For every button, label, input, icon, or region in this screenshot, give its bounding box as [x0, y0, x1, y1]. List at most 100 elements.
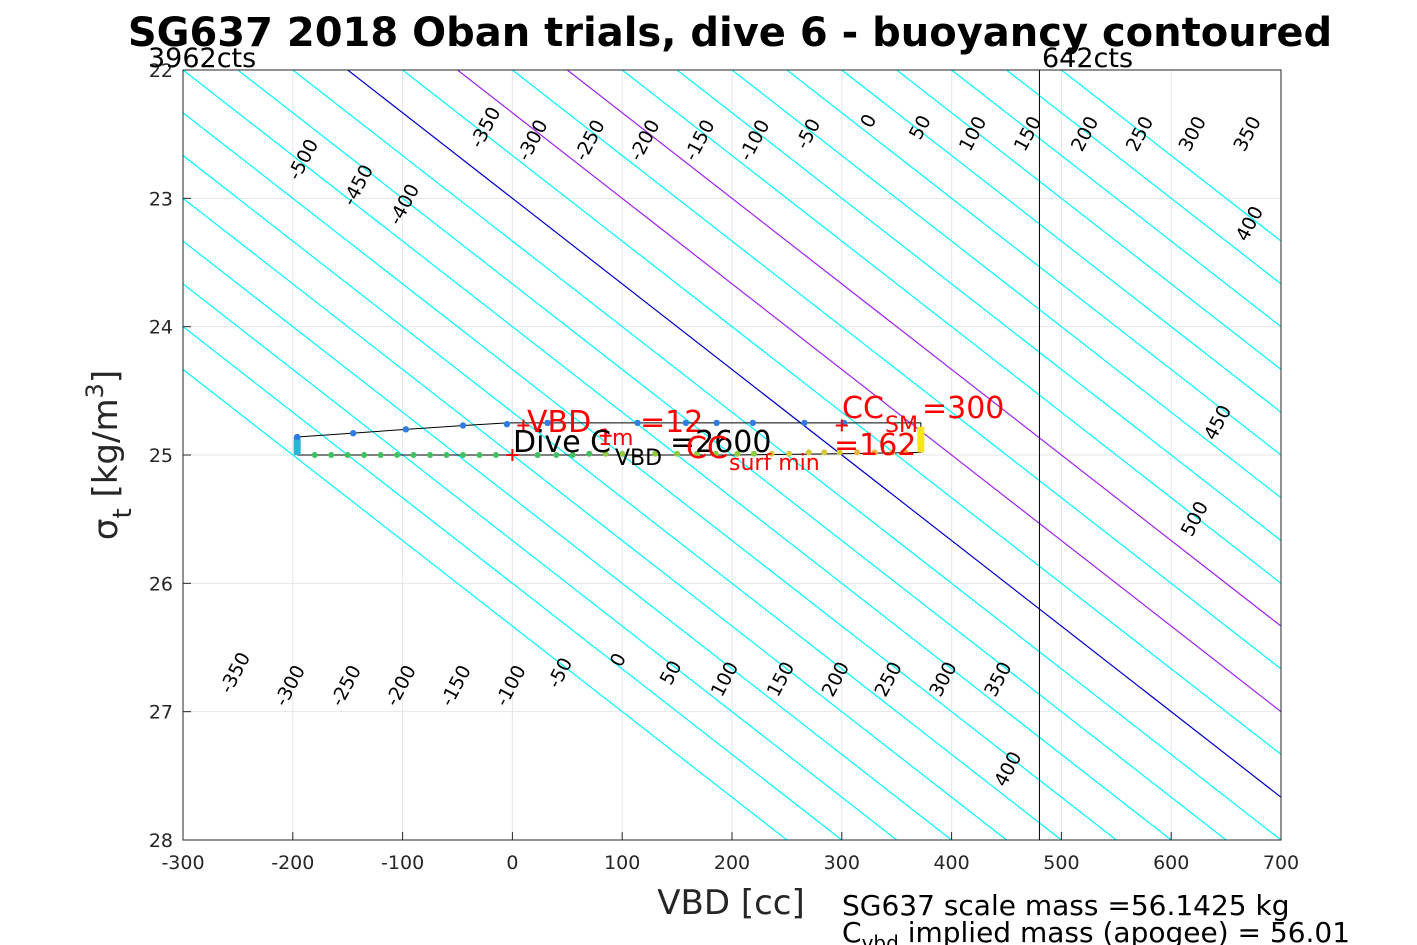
x-tick-label: 0: [506, 852, 518, 874]
ascent-point: [750, 450, 757, 457]
contour-line: [347, 70, 1281, 798]
footer-rest: implied mass (apogee) = 56.01: [899, 916, 1350, 945]
ascent-point: [602, 450, 609, 457]
y-label-sigma: σ: [86, 519, 126, 541]
red-marker: [599, 429, 612, 442]
dive-cvbd-label: Dive C: [513, 425, 611, 460]
descent-point: [402, 426, 410, 433]
descent-point: [634, 419, 641, 427]
red-marker: [517, 419, 530, 432]
ascent-point: [786, 450, 793, 457]
x-tick-label: 500: [1043, 852, 1079, 874]
contour-line: [621, 70, 1281, 585]
dive-cvbd-sub: VBD: [615, 446, 662, 471]
ascent-point: [619, 450, 626, 457]
ascent-point: [652, 450, 659, 457]
ascent-point: [734, 450, 741, 457]
x-tick-label: -100: [381, 852, 424, 874]
ascent-point: [394, 452, 401, 458]
ascent-point: [427, 452, 434, 458]
x-tick-label: 400: [933, 852, 969, 874]
vbd-1m-value: =12: [640, 405, 703, 440]
ascent-point: [693, 450, 700, 457]
vbd-label: VBD: [527, 405, 591, 440]
x-tick-label: -200: [271, 852, 314, 874]
cc-sm-label: CC: [842, 391, 884, 426]
footer-c-sub: vbd: [862, 931, 899, 945]
x-tick-label: 700: [1263, 852, 1299, 874]
ascent-point: [674, 450, 681, 457]
descent-point: [749, 419, 757, 427]
ascent-point: [768, 450, 775, 457]
y-tick-label: 28: [149, 830, 173, 852]
x-tick-label: 300: [824, 852, 860, 874]
footer-implied-mass: Cvbd implied mass (apogee) = 56.01: [842, 916, 1350, 945]
footer-c: C: [842, 916, 862, 945]
top-right-counts: 642cts: [1042, 43, 1133, 74]
vbd-1m-sub: 1m: [598, 426, 633, 451]
y-axis-label: σt [kg/m3]: [81, 370, 138, 540]
ascent-point: [534, 452, 541, 458]
top-left-counts: 3962cts: [148, 43, 256, 74]
cc-surf-label: CC: [686, 431, 728, 466]
contour-line: [731, 70, 1281, 499]
descent-point: [503, 421, 511, 428]
y-tick-label: 22: [149, 60, 173, 82]
contour-line: [566, 70, 1281, 627]
ascent-point: [492, 452, 499, 458]
cc-surf-value: =162: [834, 428, 916, 463]
contour-line: [786, 70, 1281, 456]
red-marker: [835, 419, 848, 432]
ascent-point: [805, 449, 812, 456]
ascent-point: [311, 452, 318, 458]
descent-point: [349, 429, 357, 437]
y-tick-label: 23: [149, 188, 173, 210]
y-tick-label: 24: [149, 317, 173, 339]
ascent-point: [836, 449, 843, 456]
ascent-point: [902, 449, 909, 456]
ascent-point: [459, 452, 466, 458]
footer-scale-mass: SG637 scale mass =56.1425 kg: [842, 889, 1290, 922]
ascent-point: [871, 449, 878, 456]
ascent-point: [889, 449, 896, 456]
x-axis-label: VBD [cc]: [657, 883, 805, 923]
x-tick-label: 200: [714, 852, 750, 874]
y-tick-label: 26: [149, 573, 173, 595]
x-tick-label: 600: [1153, 852, 1189, 874]
red-marker: [506, 449, 519, 461]
contour-line: [1006, 70, 1281, 285]
y-label-sup: 3: [81, 383, 109, 398]
ascent-point: [361, 452, 368, 458]
ascent-point: [854, 449, 861, 456]
contour-line: [951, 70, 1281, 328]
descent-point: [544, 419, 551, 427]
ascent-point: [476, 452, 483, 458]
chart-title: SG637 2018 Oban trials, dive 6 - buoyanc…: [128, 10, 1332, 56]
descent-point: [713, 419, 720, 427]
axis-ticks: -300 -200 -100 0 100 200 300 400 500 600 700 22 23 24…: [149, 60, 1299, 874]
x-tick-label: -300: [161, 852, 204, 874]
ascent-point: [553, 452, 560, 458]
contour-line: [841, 70, 1281, 413]
contour-line: [896, 70, 1281, 371]
ascent-point: [712, 450, 719, 457]
descent-point: [293, 433, 301, 441]
ascent-point: [328, 452, 335, 458]
cc-surf-sub: surf min: [729, 451, 820, 476]
descent-point: [801, 419, 808, 427]
y-label-unit: [kg/m: [86, 398, 126, 508]
ascent-point: [586, 450, 593, 457]
contour-line: [402, 70, 1281, 756]
dive-traces: [293, 419, 925, 461]
contour-line: [676, 70, 1281, 542]
contour-line: [183, 368, 788, 840]
vbd-1m-annotation: VBD: [527, 405, 591, 440]
ascent-point: [377, 452, 384, 458]
y-label-sub: t: [108, 508, 138, 518]
y-label-close: ]: [86, 370, 126, 383]
y-tick-label: 27: [149, 702, 173, 724]
contour-line: [1061, 70, 1281, 242]
cc-sm-value: =300: [922, 391, 1004, 426]
ascent-point: [821, 449, 828, 456]
